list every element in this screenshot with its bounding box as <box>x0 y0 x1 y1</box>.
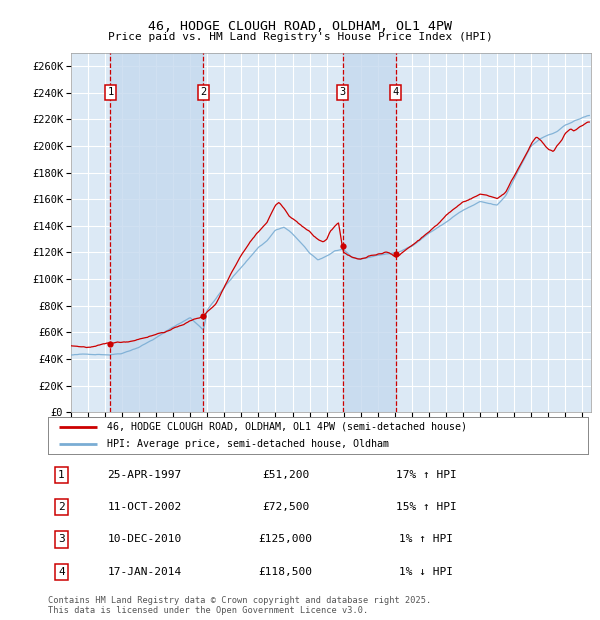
Text: £51,200: £51,200 <box>262 470 309 480</box>
Text: 15% ↑ HPI: 15% ↑ HPI <box>395 502 457 512</box>
Text: HPI: Average price, semi-detached house, Oldham: HPI: Average price, semi-detached house,… <box>107 439 389 449</box>
Text: 11-OCT-2002: 11-OCT-2002 <box>107 502 182 512</box>
Text: 4: 4 <box>392 87 398 97</box>
Text: 2: 2 <box>200 87 206 97</box>
Text: 10-DEC-2010: 10-DEC-2010 <box>107 534 182 544</box>
Text: 17-JAN-2014: 17-JAN-2014 <box>107 567 182 577</box>
Text: £72,500: £72,500 <box>262 502 309 512</box>
Text: 3: 3 <box>340 87 346 97</box>
Text: 1% ↑ HPI: 1% ↑ HPI <box>399 534 453 544</box>
Text: Price paid vs. HM Land Registry's House Price Index (HPI): Price paid vs. HM Land Registry's House … <box>107 32 493 42</box>
Text: 1: 1 <box>107 87 113 97</box>
Text: £125,000: £125,000 <box>259 534 313 544</box>
Bar <box>110 53 203 412</box>
Text: 46, HODGE CLOUGH ROAD, OLDHAM, OL1 4PW: 46, HODGE CLOUGH ROAD, OLDHAM, OL1 4PW <box>148 20 452 33</box>
Bar <box>343 53 395 412</box>
Text: 17% ↑ HPI: 17% ↑ HPI <box>395 470 457 480</box>
Text: 3: 3 <box>58 534 65 544</box>
Text: 2: 2 <box>58 502 65 512</box>
Text: 25-APR-1997: 25-APR-1997 <box>107 470 182 480</box>
Text: 1: 1 <box>58 470 65 480</box>
Text: 4: 4 <box>58 567 65 577</box>
Text: Contains HM Land Registry data © Crown copyright and database right 2025.
This d: Contains HM Land Registry data © Crown c… <box>48 596 431 615</box>
Text: 1% ↓ HPI: 1% ↓ HPI <box>399 567 453 577</box>
Text: 46, HODGE CLOUGH ROAD, OLDHAM, OL1 4PW (semi-detached house): 46, HODGE CLOUGH ROAD, OLDHAM, OL1 4PW (… <box>107 422 467 432</box>
Text: £118,500: £118,500 <box>259 567 313 577</box>
